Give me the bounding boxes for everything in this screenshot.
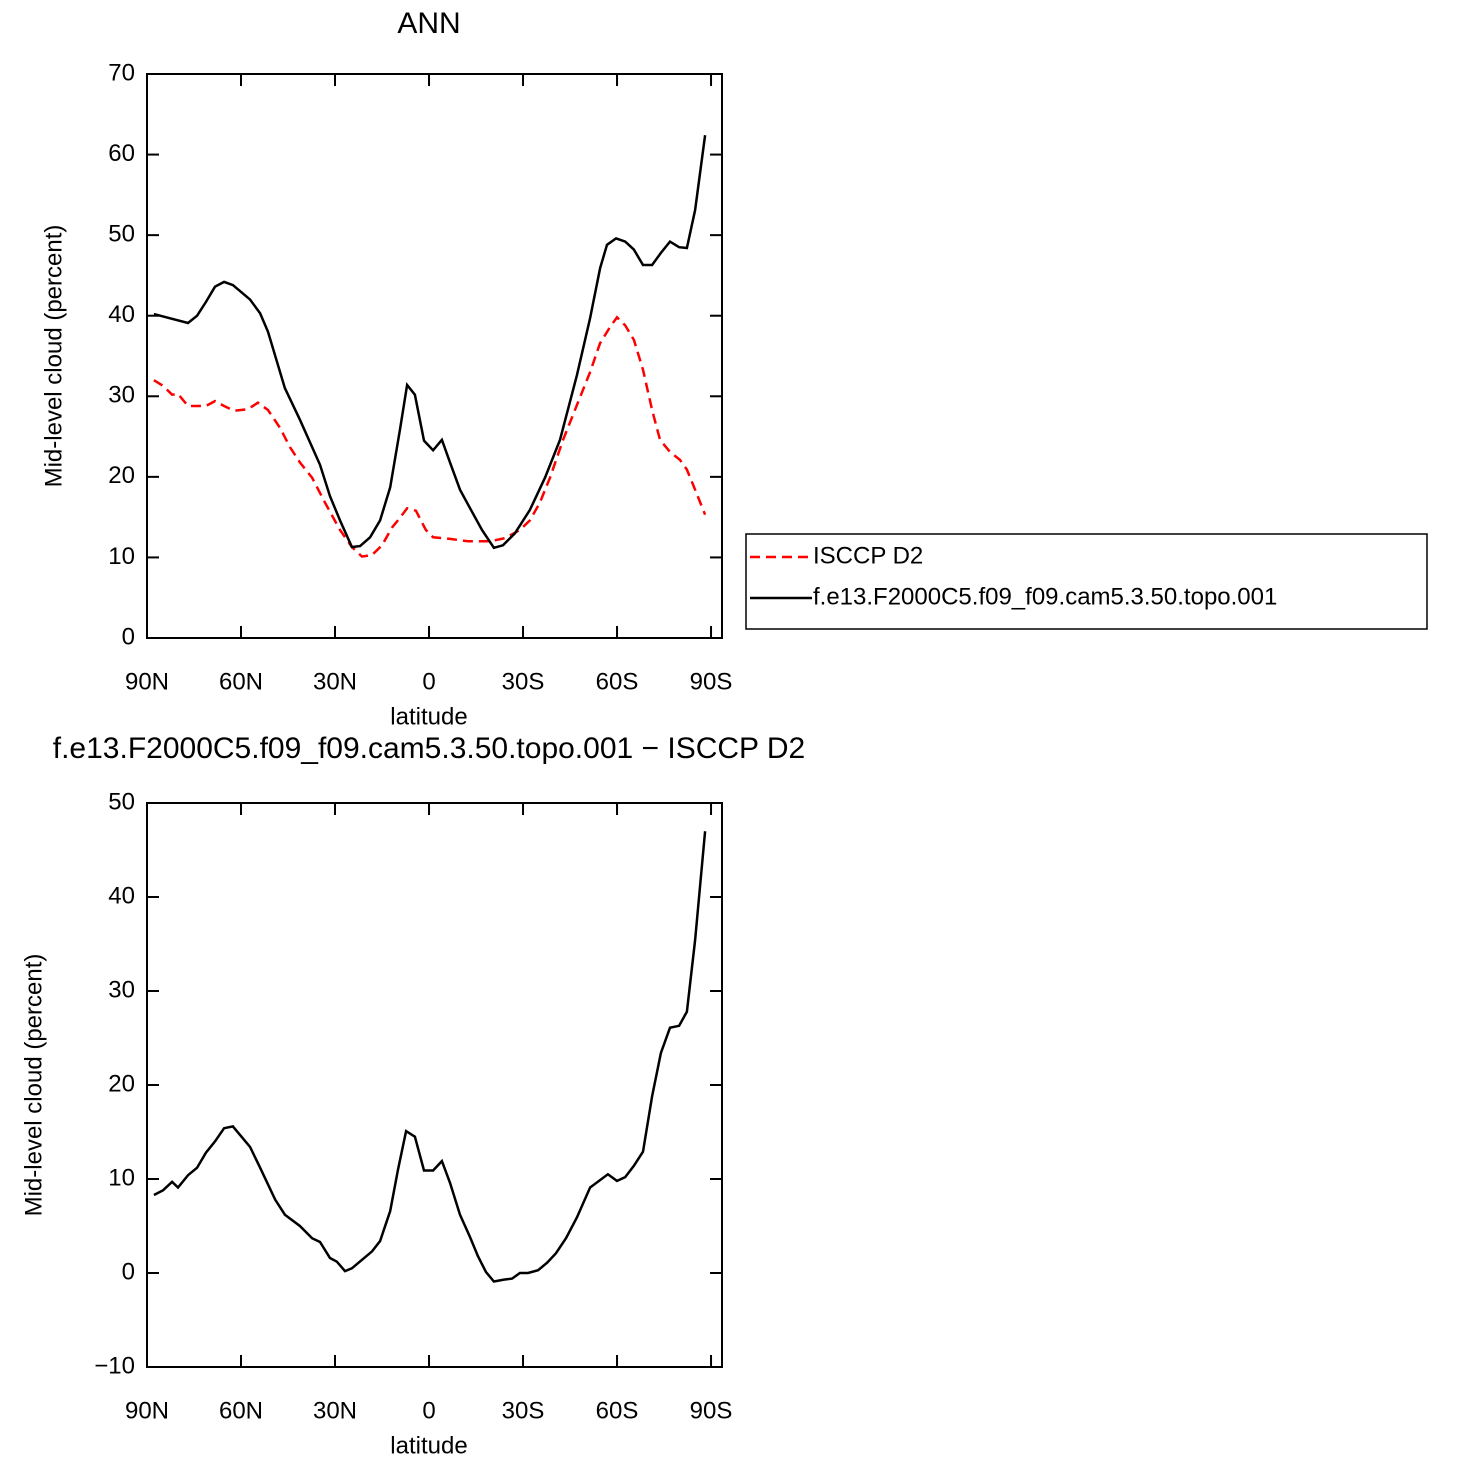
x-tick-label: 90N [125,1397,169,1424]
x-tick-label: 90N [125,668,169,695]
plot-frame [146,73,723,639]
x-tick-label: 60S [596,1397,639,1424]
x-tick-label: 0 [422,668,435,695]
x-tick-label: 60N [219,1397,263,1424]
y-axis-label: Mid-level cloud (percent) [20,954,47,1217]
y-tick-label: 30 [108,382,135,409]
y-tick-label: 50 [108,788,135,815]
x-tick-label: 0 [422,1397,435,1424]
y-tick-label: 20 [108,1070,135,1097]
y-tick-label: 20 [108,462,135,489]
y-tick-label: −10 [94,1352,135,1379]
chart-title: f.e13.F2000C5.f09_f09.cam5.3.50.topo.001… [53,732,805,765]
x-tick-label: 30S [502,1397,545,1424]
y-tick-label: 10 [108,543,135,570]
x-tick-label: 30S [502,668,545,695]
x-tick-label: 60S [596,668,639,695]
legend-label: f.e13.F2000C5.f09_f09.cam5.3.50.topo.001 [813,583,1277,610]
y-tick-label: 30 [108,976,135,1003]
y-tick-label: 70 [108,59,135,86]
legend-label: ISCCP D2 [813,542,923,569]
chart-title: ANN [397,7,460,40]
x-axis-label: latitude [390,1432,467,1459]
x-tick-label: 30N [313,668,357,695]
y-tick-label: 10 [108,1164,135,1191]
x-tick-label: 30N [313,1397,357,1424]
x-tick-label: 90S [690,668,733,695]
x-tick-label: 60N [219,668,263,695]
y-tick-label: 50 [108,220,135,247]
x-tick-label: 90S [690,1397,733,1424]
data-line [153,315,707,558]
data-line [153,135,707,550]
y-tick-label: 40 [108,882,135,909]
legend-box [745,533,1428,630]
y-tick-label: 60 [108,140,135,167]
y-tick-label: 0 [122,1258,135,1285]
plot-frame [146,802,723,1368]
x-axis-label: latitude [390,703,467,730]
y-tick-label: 0 [122,623,135,650]
y-tick-label: 40 [108,301,135,328]
data-line [153,831,707,1283]
y-axis-label: Mid-level cloud (percent) [40,225,67,488]
